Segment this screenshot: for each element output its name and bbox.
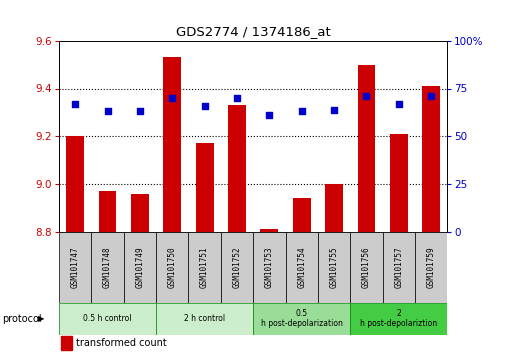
Bar — [156, 303, 253, 335]
Text: 2
h post-depolariztion: 2 h post-depolariztion — [360, 309, 438, 328]
Bar — [325, 184, 343, 232]
Text: ▶: ▶ — [38, 314, 45, 323]
Bar — [124, 232, 156, 303]
Text: GSM101751: GSM101751 — [200, 246, 209, 288]
Bar — [318, 232, 350, 303]
Point — [201, 103, 209, 109]
Bar — [59, 303, 156, 335]
Text: 0.5
h post-depolarization: 0.5 h post-depolarization — [261, 309, 343, 328]
Point — [71, 101, 80, 107]
Text: GSM101756: GSM101756 — [362, 246, 371, 288]
Bar — [196, 143, 213, 232]
Bar — [350, 303, 447, 335]
Bar — [390, 134, 408, 232]
Bar — [66, 136, 84, 232]
Point — [265, 113, 273, 118]
Bar — [261, 229, 278, 232]
Point — [136, 109, 144, 114]
Bar — [415, 232, 447, 303]
Text: 0.5 h control: 0.5 h control — [83, 314, 132, 323]
Text: GSM101752: GSM101752 — [232, 246, 242, 288]
Point — [168, 95, 176, 101]
Bar — [253, 303, 350, 335]
Bar — [156, 232, 188, 303]
Point — [427, 93, 435, 99]
Bar — [358, 64, 376, 232]
Bar — [228, 105, 246, 232]
Bar — [286, 232, 318, 303]
Bar — [293, 199, 310, 232]
Bar — [163, 57, 181, 232]
Bar — [188, 232, 221, 303]
Text: GSM101747: GSM101747 — [71, 246, 80, 288]
Text: GSM101755: GSM101755 — [329, 246, 339, 288]
Text: GSM101757: GSM101757 — [394, 246, 403, 288]
Bar — [59, 232, 91, 303]
Text: protocol: protocol — [3, 314, 42, 324]
Bar — [98, 191, 116, 232]
Bar — [131, 194, 149, 232]
Text: transformed count: transformed count — [76, 338, 167, 348]
Point — [233, 95, 241, 101]
Bar — [383, 232, 415, 303]
Title: GDS2774 / 1374186_at: GDS2774 / 1374186_at — [176, 25, 330, 38]
Bar — [253, 232, 286, 303]
Text: GSM101759: GSM101759 — [427, 246, 436, 288]
Bar — [221, 232, 253, 303]
Bar — [91, 232, 124, 303]
Text: GSM101748: GSM101748 — [103, 246, 112, 288]
Bar — [422, 86, 440, 232]
Point — [362, 93, 370, 99]
Bar — [61, 336, 72, 350]
Point — [298, 109, 306, 114]
Bar — [350, 232, 383, 303]
Text: GSM101750: GSM101750 — [168, 246, 177, 288]
Text: GSM101754: GSM101754 — [297, 246, 306, 288]
Text: GSM101753: GSM101753 — [265, 246, 274, 288]
Text: 2 h control: 2 h control — [184, 314, 225, 323]
Point — [330, 107, 338, 112]
Point — [394, 101, 403, 107]
Text: GSM101749: GSM101749 — [135, 246, 144, 288]
Point — [104, 109, 112, 114]
